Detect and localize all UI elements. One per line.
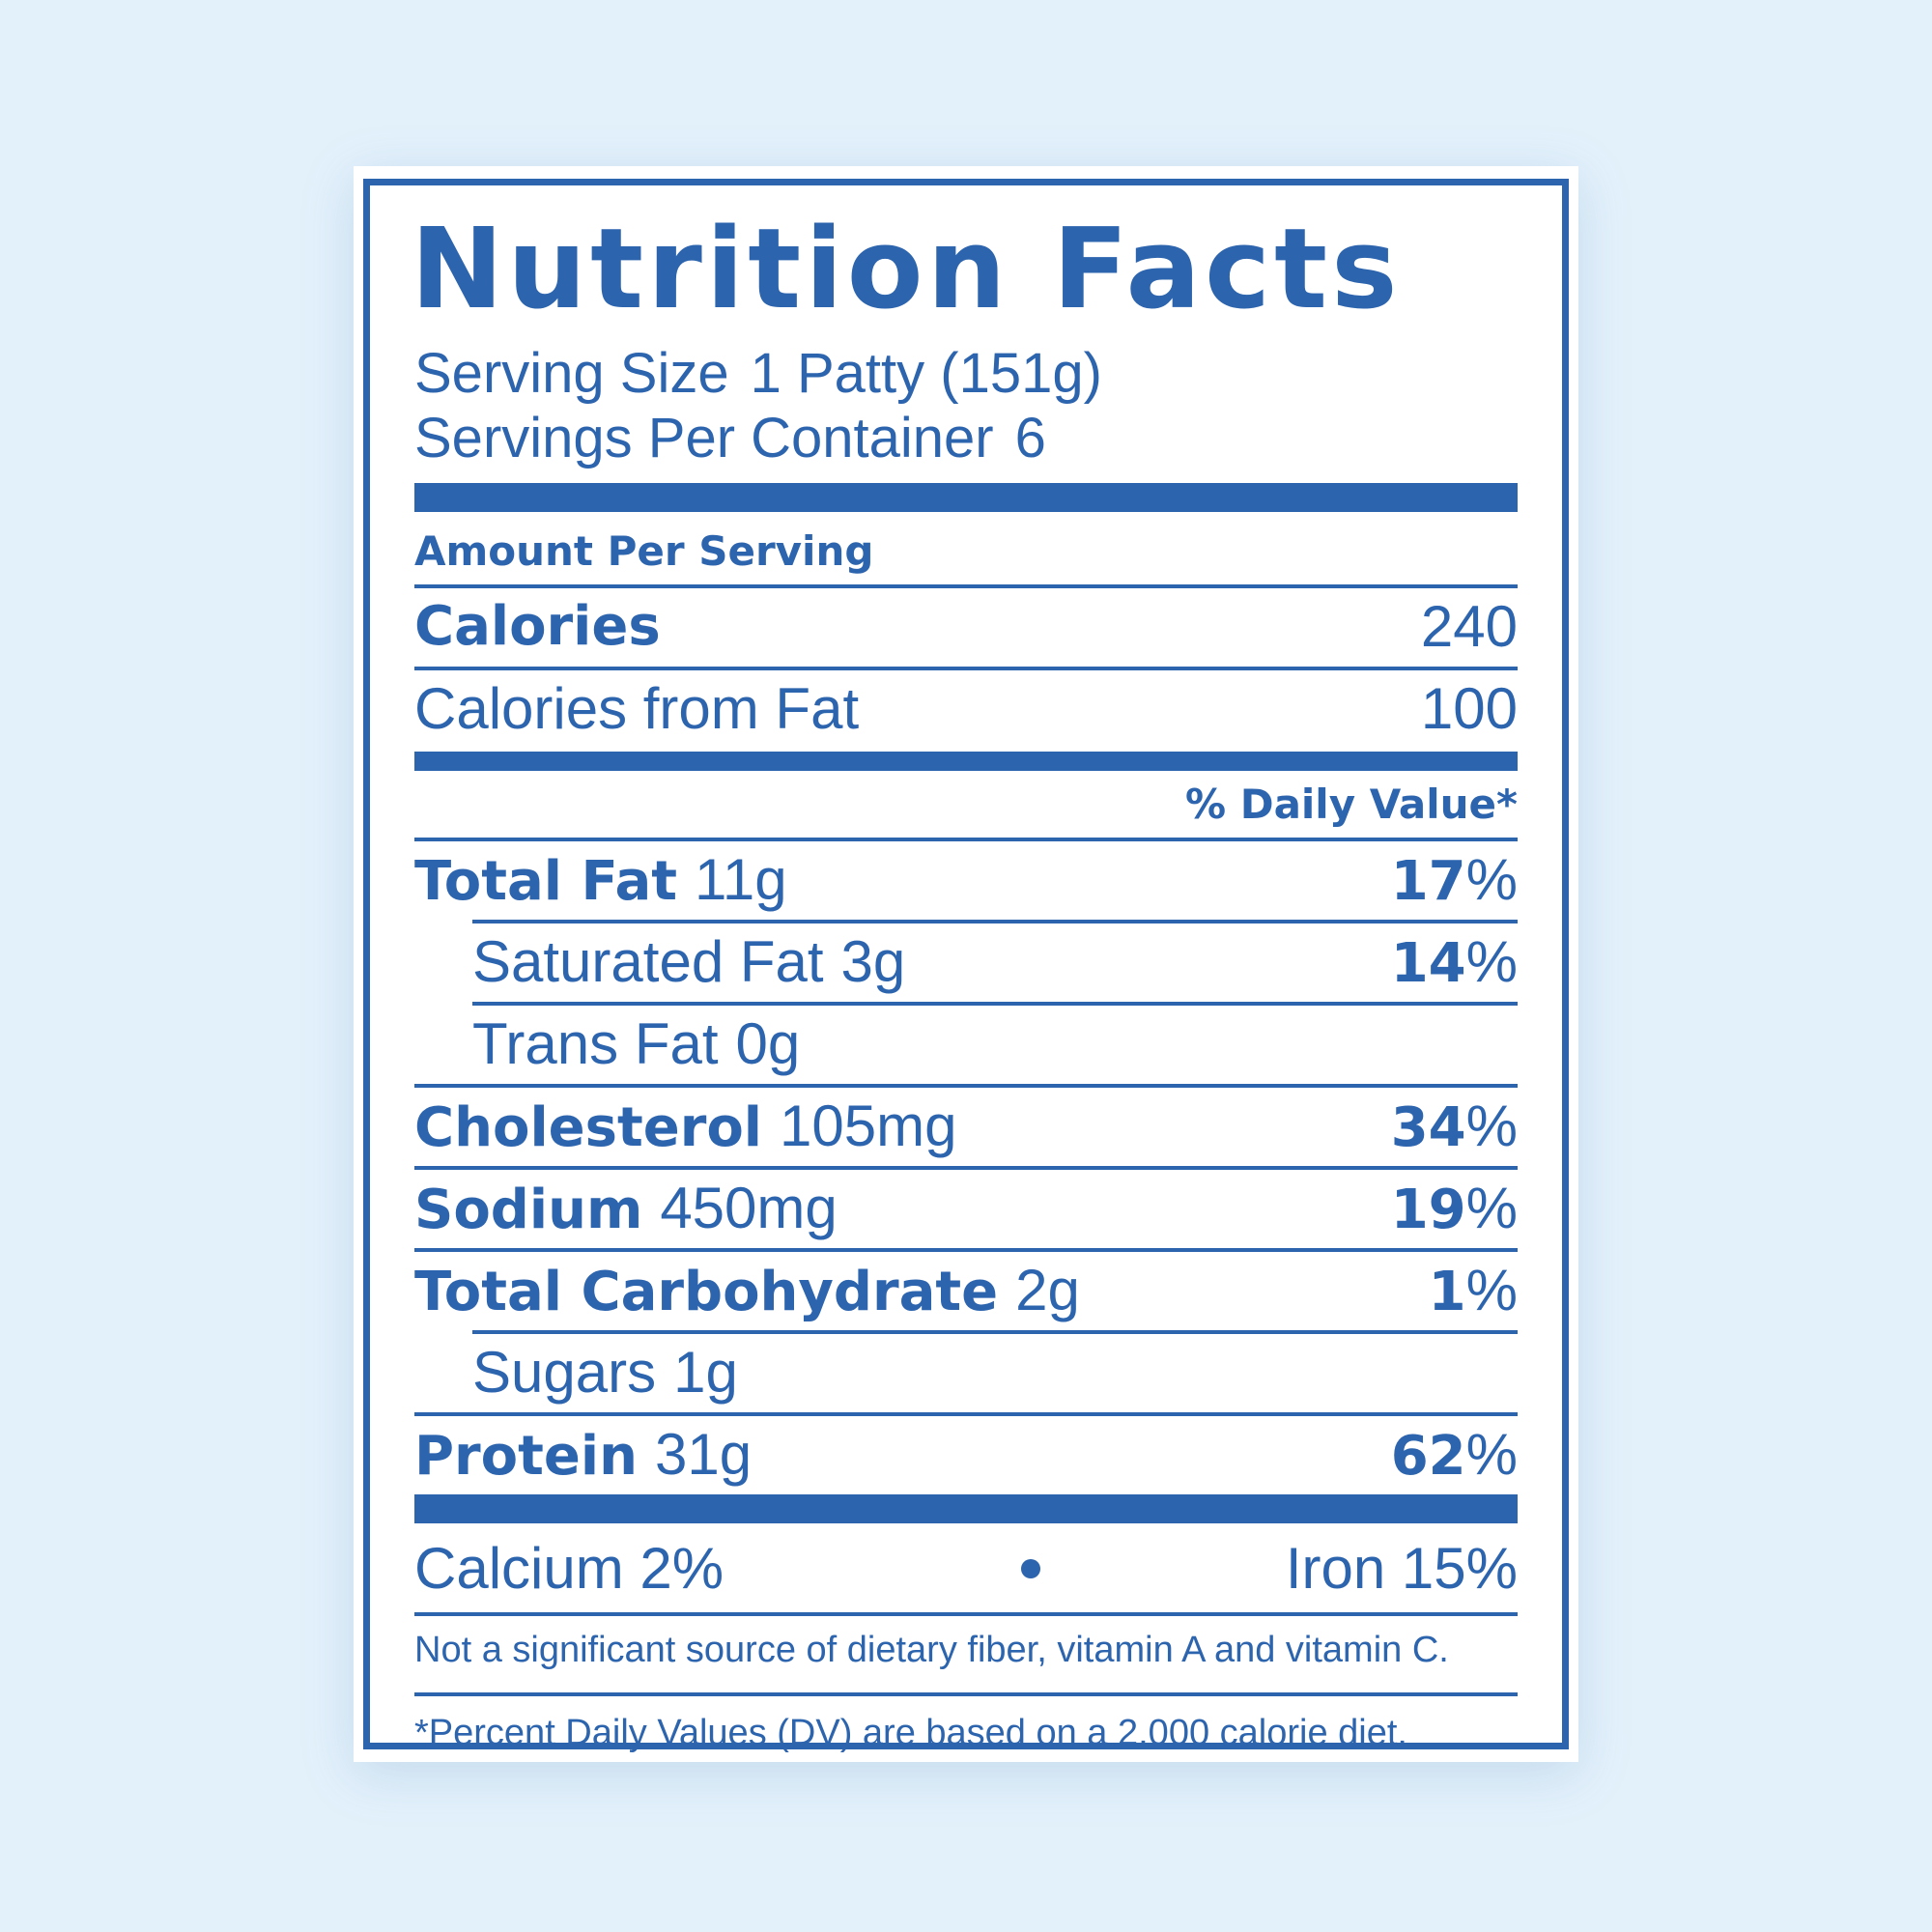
nutrient-name: Cholesterol <box>414 1096 762 1159</box>
daily-value-percent: 1 <box>1428 1261 1466 1323</box>
footnote: *Percent Daily Values (DV) are based on … <box>414 1713 1407 1753</box>
calories-from-fat-value: 100 <box>1420 676 1518 741</box>
thick-divider-bottom <box>414 1494 1518 1523</box>
nutrient-amount: 3g <box>840 929 906 994</box>
percent-sign: % <box>1465 1258 1518 1322</box>
servings-per-container-label: Servings Per Container <box>414 407 994 469</box>
percent-sign: % <box>1465 1094 1518 1158</box>
nutrient-row-sodium: Sodium 450mg 19% <box>414 1168 1518 1249</box>
serving-size-value: 1 Patty (151g) <box>750 342 1102 405</box>
percent-sign: % <box>1465 1422 1518 1487</box>
divider <box>414 1084 1518 1088</box>
nutrient-row-saturated-fat: Saturated Fat 3g 14% <box>472 922 1518 1003</box>
not-significant-note: Not a significant source of dietary fibe… <box>414 1630 1449 1670</box>
servings-per-container-line: Servings Per Container 6 <box>414 411 1046 467</box>
amount-per-serving-heading: Amount Per Serving <box>414 527 874 575</box>
nutrient-row-total-carbohydrate: Total Carbohydrate 2g 1% <box>414 1250 1518 1331</box>
nutrient-amount: 11g <box>695 847 787 912</box>
divider <box>472 1002 1518 1006</box>
daily-value-percent: 34 <box>1390 1096 1466 1159</box>
divider <box>414 1692 1518 1696</box>
divider <box>414 1248 1518 1252</box>
nutrient-row-total-fat: Total Fat 11g 17% <box>414 839 1518 921</box>
divider <box>414 1412 1518 1416</box>
divider <box>414 584 1518 588</box>
percent-sign: % <box>1465 1176 1518 1240</box>
nutrient-name: Total Carbohydrate <box>414 1261 999 1323</box>
divider <box>414 1612 1518 1616</box>
divider <box>472 920 1518 923</box>
nutrient-name: Protein <box>414 1425 638 1488</box>
nutrient-amount: 0g <box>735 1011 801 1076</box>
nutrient-amount: 31g <box>654 1422 753 1487</box>
iron-value: Iron 15% <box>1285 1536 1518 1601</box>
daily-value-header: % Daily Value* <box>1185 781 1518 828</box>
percent-sign: % <box>1465 929 1518 994</box>
calories-row: Calories 240 <box>414 586 1518 668</box>
nutrient-name: Sugars <box>472 1340 657 1405</box>
divider <box>414 667 1518 670</box>
nutrient-amount: 450mg <box>660 1176 838 1240</box>
calories-value: 240 <box>1420 594 1518 659</box>
daily-value-percent: 19 <box>1390 1179 1466 1241</box>
nutrient-amount: 1g <box>673 1340 738 1405</box>
label-title: Nutrition Facts <box>411 205 1402 334</box>
nutrition-label: Nutrition Facts Serving Size 1 Patty (151… <box>354 166 1578 1762</box>
thick-divider-top <box>414 483 1518 512</box>
daily-value-percent: 17 <box>1390 850 1466 913</box>
divider <box>472 1330 1518 1334</box>
percent-sign: % <box>1465 847 1518 912</box>
nutrient-row-cholesterol: Cholesterol 105mg 34% <box>414 1086 1518 1167</box>
calories-from-fat-label: Calories from Fat <box>414 676 860 741</box>
calories-from-fat-row: Calories from Fat 100 <box>414 668 1518 750</box>
divider <box>414 838 1518 841</box>
nutrient-row-trans-fat: Trans Fat 0g <box>472 1004 1518 1085</box>
daily-value-percent: 62 <box>1390 1425 1466 1488</box>
nutrient-row-sugars: Sugars 1g <box>472 1332 1518 1413</box>
calories-label: Calories <box>414 595 661 658</box>
label-content: Nutrition Facts Serving Size 1 Patty (151… <box>411 185 1518 1751</box>
calcium-value: Calcium 2% <box>414 1536 724 1601</box>
nutrient-amount: 2g <box>1015 1258 1080 1322</box>
nutrient-name: Trans Fat <box>472 1011 719 1076</box>
servings-per-container-value: 6 <box>1014 407 1046 469</box>
label-border: Nutrition Facts Serving Size 1 Patty (151… <box>363 179 1569 1751</box>
nutrient-name: Total Fat <box>414 850 678 913</box>
thick-divider-middle <box>414 752 1518 771</box>
nutrient-amount: 105mg <box>779 1094 957 1158</box>
minerals-row: Calcium 2% Iron 15% <box>414 1528 1518 1609</box>
bullet-separator <box>1021 1559 1040 1578</box>
nutrient-row-protein: Protein 31g 62% <box>414 1414 1518 1495</box>
daily-value-percent: 14 <box>1390 932 1466 995</box>
divider <box>414 1166 1518 1170</box>
nutrient-name: Saturated Fat <box>472 929 824 994</box>
serving-size-label: Serving Size <box>414 342 729 405</box>
serving-size-line: Serving Size 1 Patty (151g) <box>414 346 1102 402</box>
nutrient-name: Sodium <box>414 1179 643 1241</box>
